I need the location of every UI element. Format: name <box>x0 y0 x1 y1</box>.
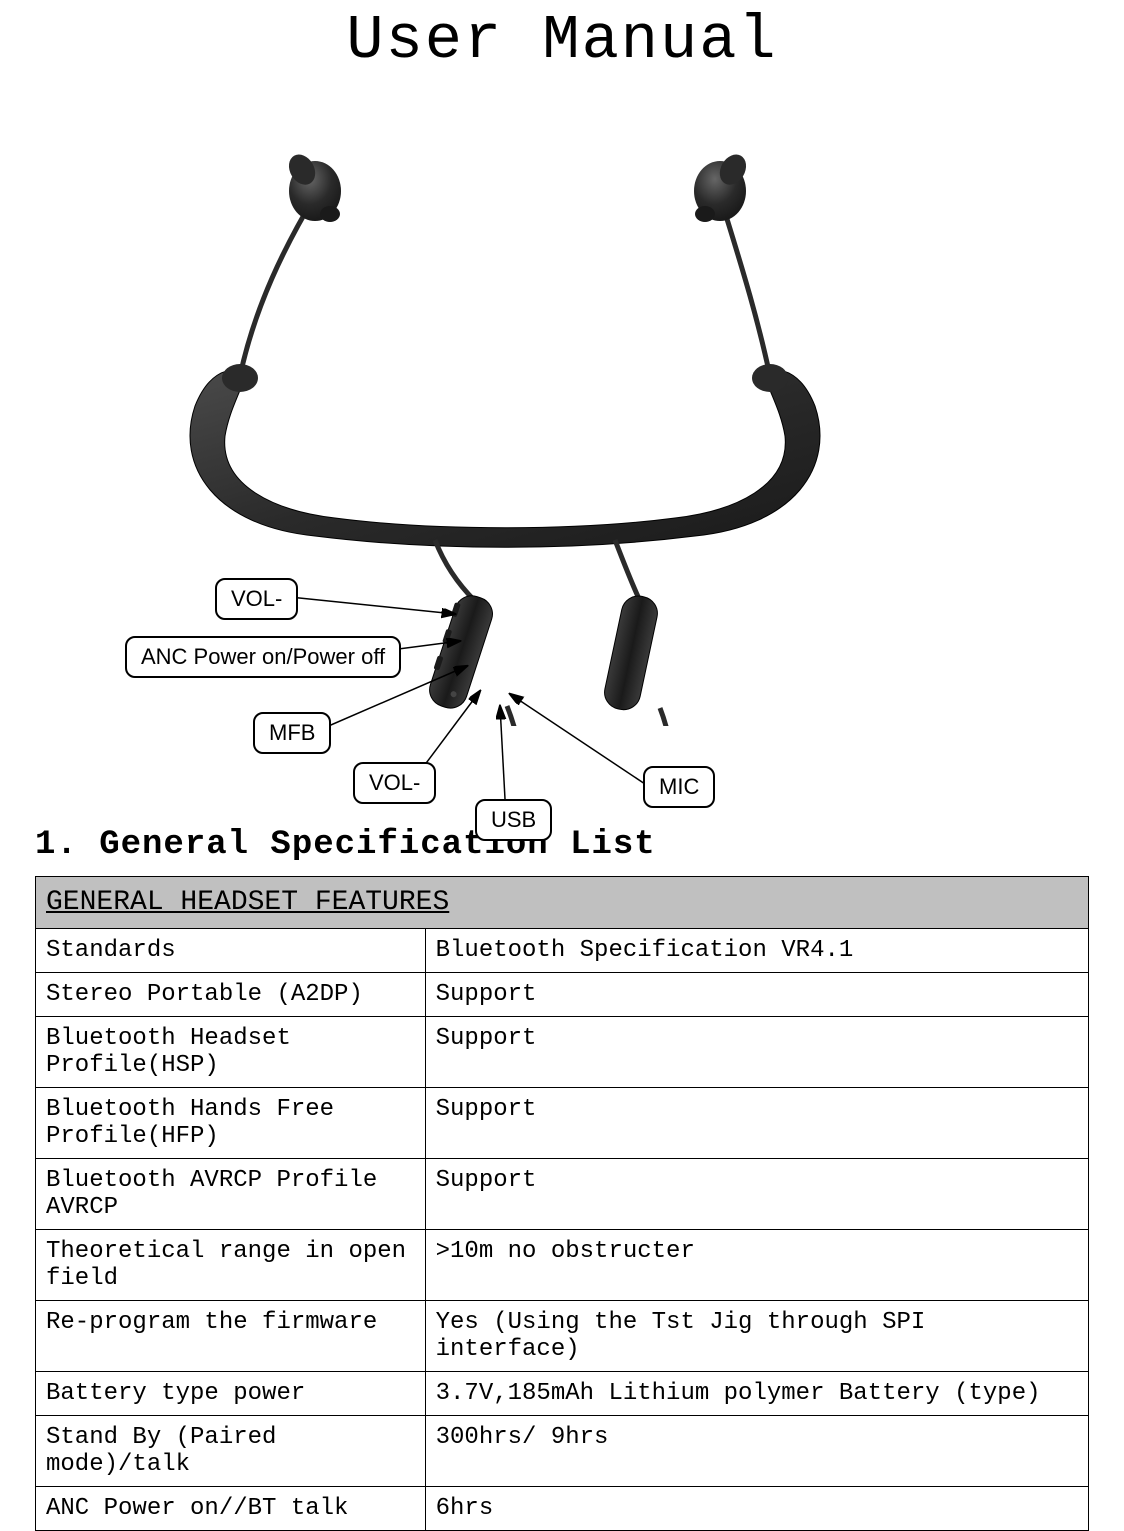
spec-label: Standards <box>36 929 426 973</box>
spec-label: Battery type power <box>36 1372 426 1416</box>
product-diagram: VOL- ANC Power on/Power off MFB VOL- USB… <box>35 106 1089 806</box>
table-row: Bluetooth Headset Profile(HSP) Support <box>36 1017 1089 1088</box>
spec-value: 6hrs <box>425 1487 1088 1531</box>
spec-value: 300hrs/ 9hrs <box>425 1416 1088 1487</box>
section-heading: 1. General Specification List <box>35 826 1089 864</box>
table-row: Stereo Portable (A2DP) Support <box>36 973 1089 1017</box>
spec-label: Stereo Portable (A2DP) <box>36 973 426 1017</box>
table-row: Theoretical range in open field >10m no … <box>36 1230 1089 1301</box>
table-row: Stand By (Paired mode)/talk 300hrs/ 9hrs <box>36 1416 1089 1487</box>
spec-label: Bluetooth Hands Free Profile(HFP) <box>36 1088 426 1159</box>
spec-label: Bluetooth Headset Profile(HSP) <box>36 1017 426 1088</box>
spec-value: Bluetooth Specification VR4.1 <box>425 929 1088 973</box>
spec-value: >10m no obstructer <box>425 1230 1088 1301</box>
table-row: Bluetooth Hands Free Profile(HFP) Suppor… <box>36 1088 1089 1159</box>
table-row: Battery type power 3.7V,185mAh Lithium p… <box>36 1372 1089 1416</box>
table-row: Bluetooth AVRCP Profile AVRCP Support <box>36 1159 1089 1230</box>
table-header: GENERAL HEADSET FEATURES <box>36 877 1089 929</box>
spec-value: Support <box>425 1088 1088 1159</box>
page-title: User Manual <box>35 5 1089 76</box>
spec-value: 3.7V,185mAh Lithium polymer Battery (typ… <box>425 1372 1088 1416</box>
callout-anc-power: ANC Power on/Power off <box>125 636 401 678</box>
spec-value: Yes (Using the Tst Jig through SPI inter… <box>425 1301 1088 1372</box>
callout-vol-minus-bottom: VOL- <box>353 762 436 804</box>
callout-mfb: MFB <box>253 712 331 754</box>
table-row: ANC Power on//BT talk 6hrs <box>36 1487 1089 1531</box>
spec-value: Support <box>425 1017 1088 1088</box>
spec-value: Support <box>425 1159 1088 1230</box>
spec-label: Bluetooth AVRCP Profile AVRCP <box>36 1159 426 1230</box>
callout-vol-minus-top: VOL- <box>215 578 298 620</box>
spec-label: ANC Power on//BT talk <box>36 1487 426 1531</box>
spec-value: Support <box>425 973 1088 1017</box>
table-row: Re-program the firmware Yes (Using the T… <box>36 1301 1089 1372</box>
table-row: Standards Bluetooth Specification VR4.1 <box>36 929 1089 973</box>
callout-usb: USB <box>475 799 552 841</box>
spec-label: Re-program the firmware <box>36 1301 426 1372</box>
spec-label: Stand By (Paired mode)/talk <box>36 1416 426 1487</box>
callout-mic: MIC <box>643 766 715 808</box>
spec-label: Theoretical range in open field <box>36 1230 426 1301</box>
spec-table: GENERAL HEADSET FEATURES Standards Bluet… <box>35 876 1089 1531</box>
